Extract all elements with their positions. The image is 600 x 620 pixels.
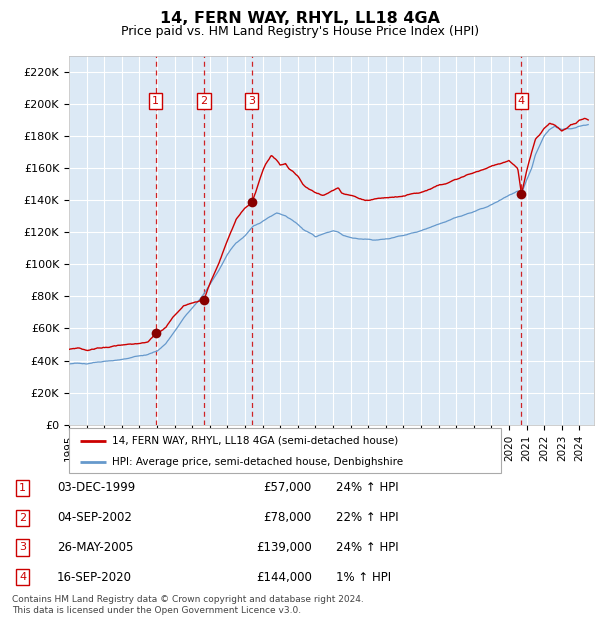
Text: 04-SEP-2002: 04-SEP-2002 bbox=[57, 512, 132, 524]
Text: 03-DEC-1999: 03-DEC-1999 bbox=[57, 482, 135, 494]
Text: Price paid vs. HM Land Registry's House Price Index (HPI): Price paid vs. HM Land Registry's House … bbox=[121, 25, 479, 38]
Text: 26-MAY-2005: 26-MAY-2005 bbox=[57, 541, 133, 554]
Text: Contains HM Land Registry data © Crown copyright and database right 2024.: Contains HM Land Registry data © Crown c… bbox=[12, 595, 364, 604]
Text: £144,000: £144,000 bbox=[256, 571, 312, 583]
Text: 14, FERN WAY, RHYL, LL18 4GA (semi-detached house): 14, FERN WAY, RHYL, LL18 4GA (semi-detac… bbox=[112, 436, 398, 446]
Text: 2: 2 bbox=[200, 95, 208, 105]
Text: 24% ↑ HPI: 24% ↑ HPI bbox=[336, 482, 398, 494]
Text: 1: 1 bbox=[152, 95, 159, 105]
Text: 2: 2 bbox=[19, 513, 26, 523]
Text: 24% ↑ HPI: 24% ↑ HPI bbox=[336, 541, 398, 554]
FancyBboxPatch shape bbox=[69, 428, 501, 473]
Text: 16-SEP-2020: 16-SEP-2020 bbox=[57, 571, 132, 583]
Text: This data is licensed under the Open Government Licence v3.0.: This data is licensed under the Open Gov… bbox=[12, 606, 301, 616]
Text: 1% ↑ HPI: 1% ↑ HPI bbox=[336, 571, 391, 583]
Text: HPI: Average price, semi-detached house, Denbighshire: HPI: Average price, semi-detached house,… bbox=[112, 457, 403, 467]
Text: 4: 4 bbox=[19, 572, 26, 582]
Text: 1: 1 bbox=[19, 483, 26, 493]
Text: 3: 3 bbox=[19, 542, 26, 552]
Text: 3: 3 bbox=[248, 95, 256, 105]
Text: 14, FERN WAY, RHYL, LL18 4GA: 14, FERN WAY, RHYL, LL18 4GA bbox=[160, 11, 440, 26]
Text: £57,000: £57,000 bbox=[264, 482, 312, 494]
Text: 4: 4 bbox=[518, 95, 525, 105]
Text: £139,000: £139,000 bbox=[256, 541, 312, 554]
Text: £78,000: £78,000 bbox=[264, 512, 312, 524]
Text: 22% ↑ HPI: 22% ↑ HPI bbox=[336, 512, 398, 524]
